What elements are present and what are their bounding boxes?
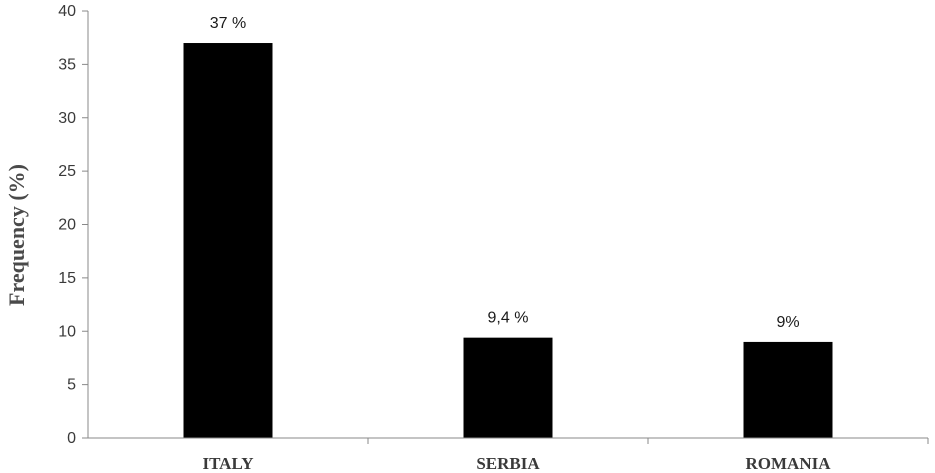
y-tick-label: 20 <box>58 217 76 234</box>
y-tick-label: 0 <box>67 430 76 447</box>
category-labels: ITALY SERBIA ROMANIA <box>202 438 929 473</box>
y-tick-label: 5 <box>67 377 76 394</box>
y-tick-label: 30 <box>58 110 76 127</box>
data-labels: 37 % 9,4 % 9% <box>210 15 800 331</box>
y-tick-label: 35 <box>58 56 76 73</box>
data-label-romania: 9% <box>776 314 799 331</box>
y-axis-ticks: 0 5 10 15 20 25 30 35 40 <box>58 3 88 447</box>
category-label-italy: ITALY <box>202 454 253 473</box>
data-label-serbia: 9,4 % <box>488 310 529 327</box>
category-label-serbia: SERBIA <box>476 454 540 473</box>
bars <box>183 43 833 439</box>
bar-italy <box>183 43 273 439</box>
y-tick-label: 10 <box>58 323 76 340</box>
y-tick-label: 25 <box>58 163 76 180</box>
bar-serbia <box>463 337 553 438</box>
data-label-italy: 37 % <box>210 15 246 32</box>
y-axis-title: Frequency (%) <box>4 164 29 306</box>
category-label-romania: ROMANIA <box>746 454 832 473</box>
bar-romania <box>743 341 833 438</box>
y-tick-label: 40 <box>58 3 76 20</box>
y-tick-label: 15 <box>58 270 76 287</box>
